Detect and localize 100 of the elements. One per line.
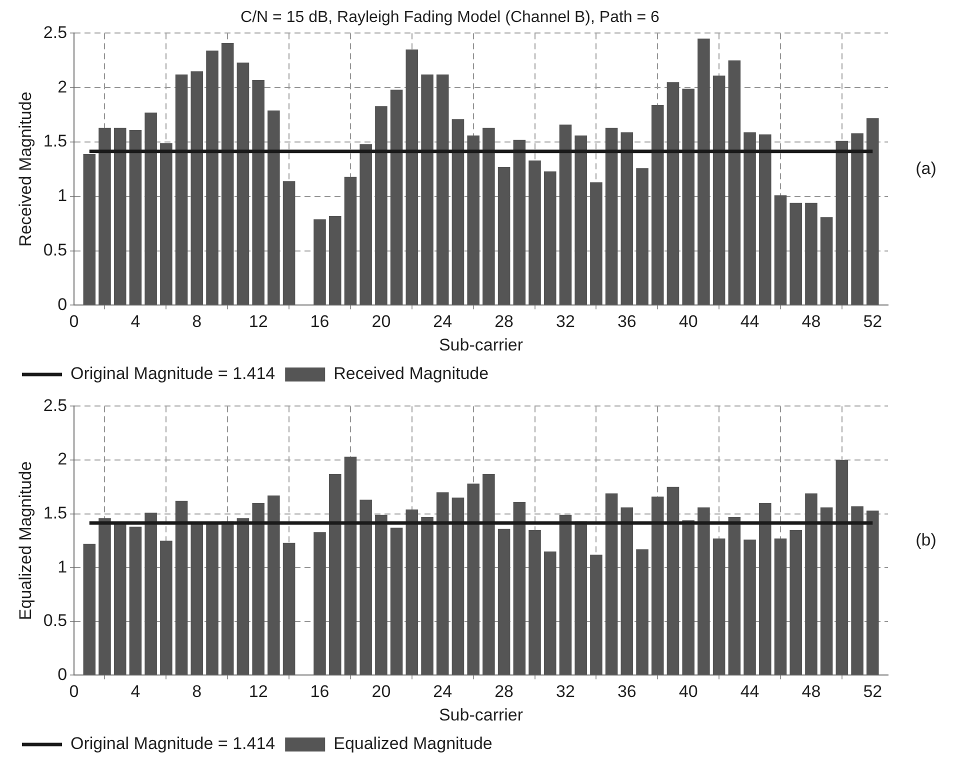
bar <box>360 144 372 305</box>
bar <box>590 554 602 675</box>
bar <box>636 168 648 305</box>
bar <box>206 524 218 675</box>
bar <box>160 540 172 675</box>
bar <box>375 106 388 305</box>
bar <box>698 507 710 675</box>
bar <box>851 133 864 305</box>
bar <box>620 132 634 305</box>
bar <box>160 143 172 305</box>
bar <box>314 532 326 675</box>
bar <box>360 500 372 675</box>
x-tick-label: 16 <box>310 312 330 332</box>
x-tick-label: 28 <box>494 682 514 702</box>
bar <box>666 486 680 675</box>
bar <box>83 544 96 675</box>
bar <box>698 38 710 305</box>
bar <box>390 90 403 305</box>
bar <box>574 135 587 305</box>
bar <box>206 50 218 305</box>
y-tick-label: 1.5 <box>43 132 68 151</box>
bar <box>544 171 556 305</box>
x-tick-label: 44 <box>740 312 760 332</box>
x-tick-label: 36 <box>617 312 636 332</box>
x-axis-title: Sub-carrier <box>438 705 524 724</box>
bar <box>590 182 602 305</box>
x-tick-label: 4 <box>130 682 140 702</box>
x-tick-label: 48 <box>802 682 821 702</box>
x-tick-label: 44 <box>740 682 760 702</box>
legend-label: Equalized Magnitude <box>334 734 492 754</box>
bar <box>421 517 434 675</box>
x-tick-label: 16 <box>310 682 330 702</box>
bar <box>98 128 111 305</box>
bar <box>682 88 694 305</box>
bar <box>328 216 342 305</box>
bar <box>851 506 864 675</box>
bar <box>190 523 204 675</box>
x-tick-label: 32 <box>556 312 575 332</box>
x-tick-label: 24 <box>433 682 452 702</box>
text: (a) <box>916 158 936 178</box>
legend-label: Received Magnitude <box>334 364 489 384</box>
bar <box>836 460 848 675</box>
bar <box>129 130 142 305</box>
x-tick-label: 28 <box>494 312 514 332</box>
bar <box>436 74 449 305</box>
bar <box>421 74 434 305</box>
bar <box>221 42 234 305</box>
bar <box>175 500 188 675</box>
x-tick-label: 36 <box>617 682 636 702</box>
bar <box>528 160 541 305</box>
y-tick-label: 2.5 <box>43 396 68 415</box>
bar <box>190 71 204 305</box>
x-tick-label: 8 <box>192 682 202 702</box>
bar <box>482 128 495 305</box>
bar <box>805 202 818 305</box>
y-tick-label: 1 <box>58 186 68 206</box>
bar <box>175 74 188 305</box>
bar <box>866 510 879 675</box>
bar <box>728 60 741 305</box>
bar <box>774 538 787 675</box>
bar <box>114 523 126 675</box>
bar <box>836 140 848 305</box>
bar <box>559 514 572 675</box>
bar <box>314 219 326 305</box>
bar <box>328 474 342 675</box>
x-tick-label: 48 <box>802 312 821 332</box>
bar <box>114 128 126 305</box>
bar <box>344 176 357 305</box>
x-tick-label: 40 <box>678 682 698 702</box>
bar <box>728 517 741 675</box>
x-tick-label: 52 <box>863 312 882 332</box>
bar <box>436 492 449 675</box>
bar <box>282 181 296 305</box>
bar <box>744 132 756 305</box>
bar <box>805 493 818 675</box>
bar <box>682 520 694 675</box>
bar <box>866 118 879 305</box>
bar <box>790 530 802 675</box>
bar <box>513 502 526 675</box>
bar <box>774 195 787 305</box>
bar <box>820 507 833 675</box>
bar <box>252 503 264 675</box>
bar <box>482 474 495 675</box>
y-tick-label: 2 <box>58 77 68 96</box>
x-tick-label: 52 <box>863 682 882 702</box>
x-tick-label: 8 <box>192 312 202 332</box>
bar <box>620 507 634 675</box>
bar <box>375 514 388 675</box>
x-axis-title: Sub-carrier <box>438 335 524 354</box>
legend-label: Original Magnitude = 1.414 <box>70 734 276 754</box>
bar <box>236 62 250 305</box>
text: (b) <box>916 530 936 550</box>
bar <box>268 496 280 675</box>
y-axis-title: Equalized Magnitude <box>16 461 35 620</box>
bar <box>144 512 157 675</box>
bar <box>758 134 772 305</box>
x-tick-label: 12 <box>248 682 268 702</box>
bar <box>344 456 357 675</box>
bar <box>452 498 464 675</box>
chart-title: C/N = 15 dB, Rayleigh Fading Model (Channel B), Path = 6 <box>240 9 660 26</box>
